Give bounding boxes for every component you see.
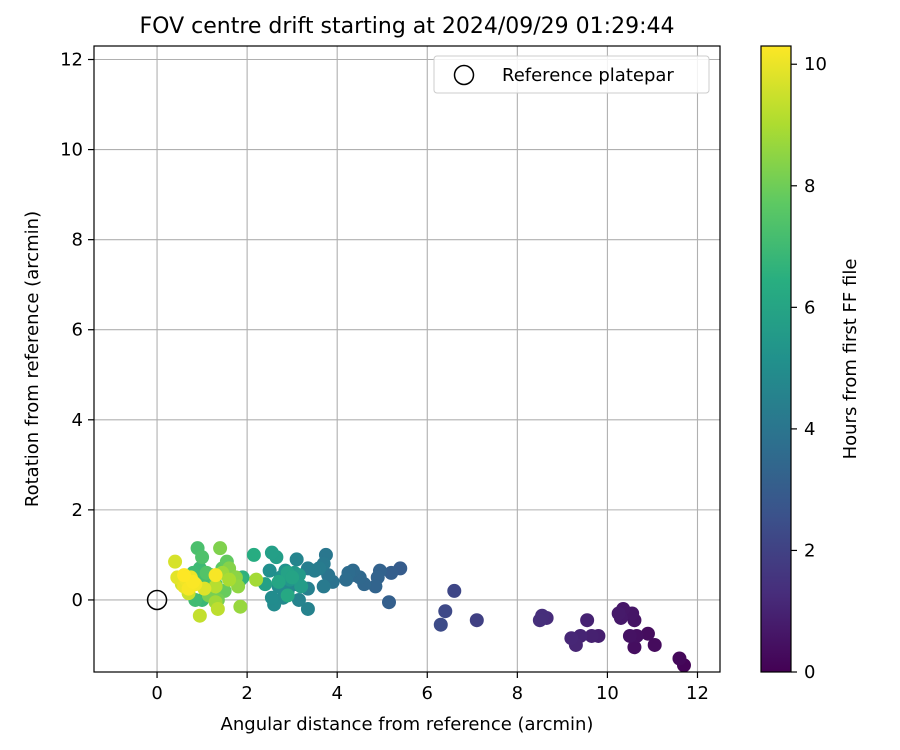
data-point [208,579,223,594]
data-point [192,608,207,623]
data-point [339,572,354,587]
data-point [584,628,599,643]
data-point [647,637,662,652]
y-tick-label: 10 [60,140,83,161]
data-point [300,601,315,616]
colorbar-tick-label: 8 [804,176,815,197]
data-points [168,541,691,672]
colorbar-tick-label: 10 [804,54,827,75]
data-point [233,599,248,614]
colorbar: 0 2 4 6 8 10 Hours from first FF file [760,45,861,683]
data-point [222,572,237,587]
legend-box [433,55,710,94]
reference-marker-group [146,589,168,611]
colorbar-gradient [760,45,792,673]
data-point [622,628,637,643]
data-point [532,613,547,628]
data-point [368,579,383,594]
legend-entry-reference: Reference platepar [502,65,674,86]
colorbar-tick-label: 2 [804,540,815,561]
data-point [640,626,655,641]
data-point [246,547,261,562]
colorbar-label: Hours from first FF file [840,259,861,460]
data-point [294,579,309,594]
chart-title: FOV centre drift starting at 2024/09/29 … [140,14,675,39]
data-point [384,565,399,580]
y-tick-label: 12 [60,50,83,71]
data-point [289,552,304,567]
y-tick-label: 0 [72,590,83,611]
data-point [280,588,295,603]
y-tick-label: 6 [72,320,83,341]
x-axis-ticks: 0 2 4 6 8 10 12 [151,672,709,704]
reference-point-marker [146,589,168,611]
colorbar-tick-label: 4 [804,419,815,440]
data-point [262,563,277,578]
y-tick-label: 8 [72,230,83,251]
data-point [447,583,462,598]
data-point [627,640,642,655]
data-point [249,572,264,587]
data-point [210,601,225,616]
x-tick-label: 10 [596,683,619,704]
data-point [285,570,300,585]
data-point [580,613,595,628]
colorbar-tick-label: 0 [804,662,815,683]
x-tick-label: 8 [512,683,523,704]
data-point [271,574,286,589]
data-point [672,651,687,666]
data-point [195,550,210,565]
y-tick-label: 2 [72,500,83,521]
data-point [264,545,279,560]
data-point [213,541,228,556]
data-point [564,631,579,646]
plot-frame [93,45,721,673]
y-axis-label: Rotation from reference (arcmin) [22,211,43,507]
x-tick-label: 6 [422,683,433,704]
data-point [381,595,396,610]
x-tick-label: 12 [686,683,709,704]
data-point [316,579,331,594]
x-tick-label: 4 [331,683,342,704]
x-axis-label: Angular distance from reference (arcmin) [221,714,594,735]
data-point [208,568,223,583]
data-point [433,617,448,632]
data-point [291,592,306,607]
data-point [168,554,183,569]
x-tick-label: 2 [241,683,252,704]
legend-reference-icon [453,64,475,86]
y-axis-ticks: 0 2 4 6 8 10 12 [60,50,94,611]
data-point [264,590,279,605]
legend: Reference platepar [433,55,710,94]
data-point [438,604,453,619]
colorbar-ticks: 0 2 4 6 8 10 [791,54,827,683]
colorbar-tick-label: 6 [804,297,815,318]
data-point [611,606,626,621]
data-point [469,613,484,628]
x-tick-label: 0 [151,683,162,704]
y-tick-label: 4 [72,410,83,431]
data-point [177,568,192,583]
